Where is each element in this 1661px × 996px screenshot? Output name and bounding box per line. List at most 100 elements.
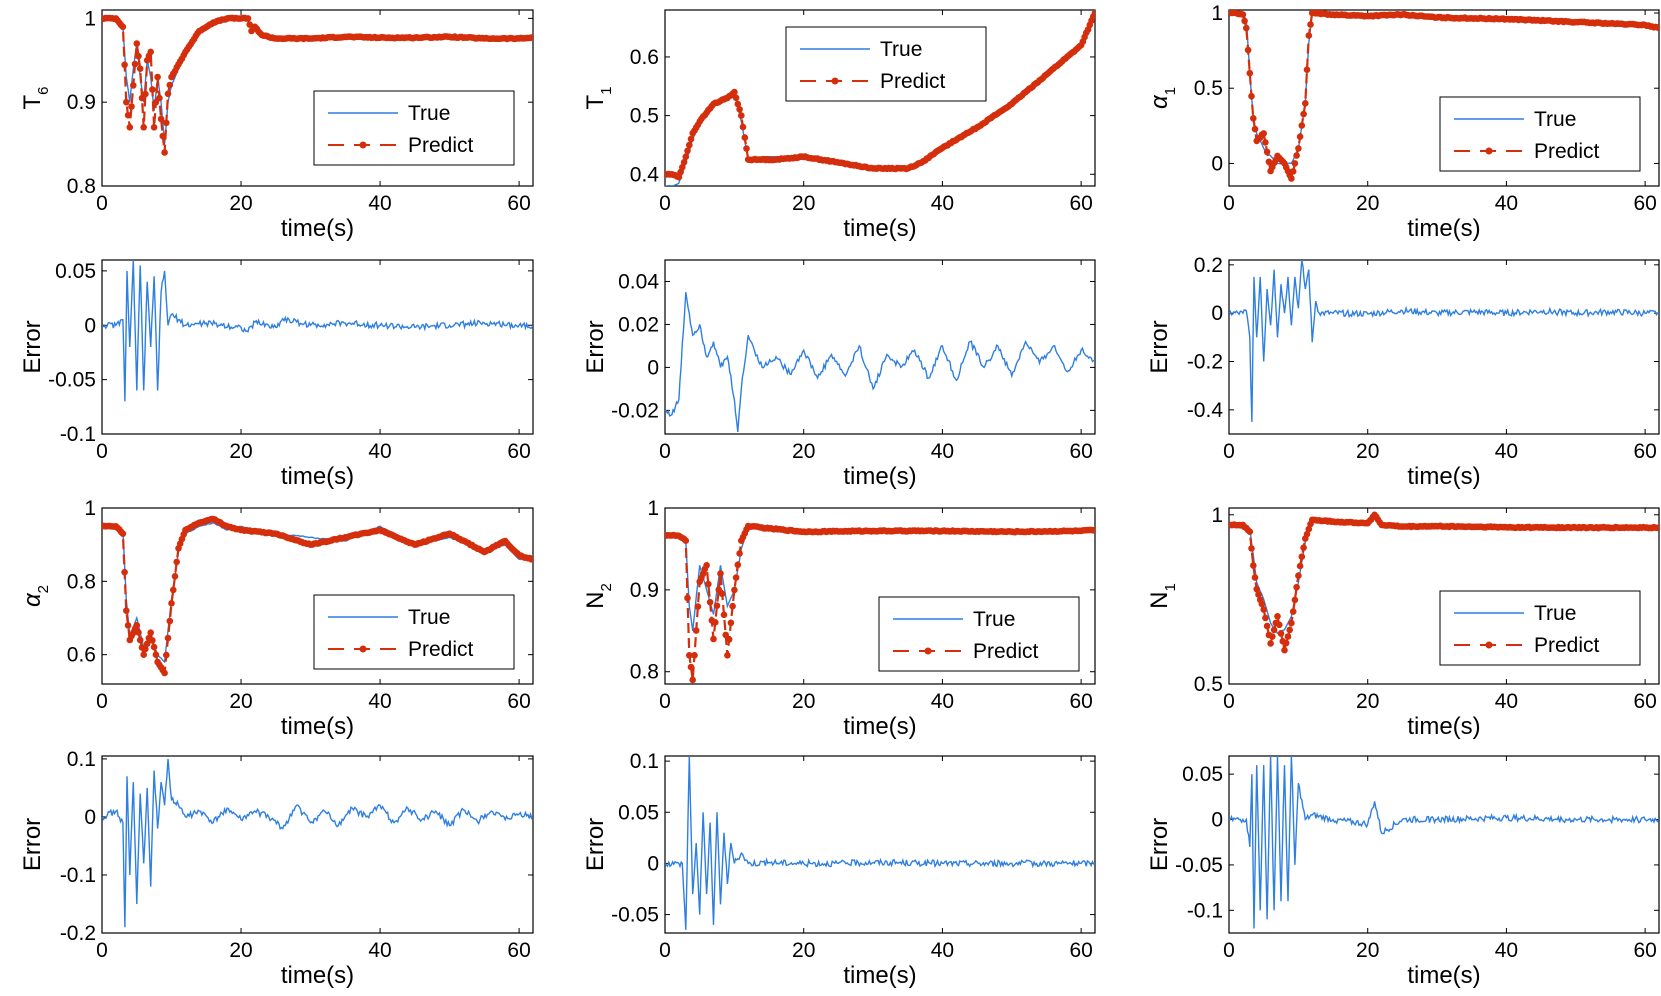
predict-point: [1269, 633, 1276, 640]
y-tick-label: 0.6: [67, 644, 96, 667]
predict-point: [126, 124, 134, 131]
predict-point: [149, 637, 156, 644]
plot-frame: [1228, 259, 1660, 435]
predict-point: [1253, 585, 1260, 593]
panel-N2: 0 20 40 60 0.8 0.9 1 time(s) N2 True Predict: [582, 497, 1096, 740]
legend-box: [1439, 590, 1641, 666]
panel-alpha2: 0 20 40 60 0.6 0.8 1 time(s) α2 True Predict: [19, 497, 534, 740]
legend-predict-label: Predict: [973, 640, 1039, 663]
series-error-line: [665, 292, 1095, 432]
y-tick-label: 0: [647, 356, 659, 379]
predict-point: [152, 651, 160, 658]
predict-point: [140, 124, 147, 131]
y-tick-label: 0.02: [618, 313, 659, 336]
y-tick-label: 1: [1211, 504, 1223, 527]
y-tick-label: 1: [84, 497, 96, 520]
y-tick-label: -0.05: [48, 369, 96, 392]
predict-point: [131, 60, 139, 68]
x-axis-label: time(s): [843, 962, 916, 989]
predict-point: [168, 600, 175, 607]
predict-point: [705, 580, 712, 588]
predict-point: [1305, 525, 1313, 533]
y-tick-label: 0.5: [1194, 77, 1223, 100]
x-tick-label: 60: [1069, 192, 1092, 215]
predict-point: [684, 147, 691, 155]
series-error-line: [102, 260, 533, 402]
y-axis-label: Error: [582, 320, 609, 373]
panel-T1: 0 20 40 60 0.4 0.5 0.6 time(s) T1 True Predict: [582, 9, 1096, 242]
predict-point: [1277, 630, 1285, 637]
predict-point: [1307, 21, 1314, 28]
x-axis-label: time(s): [281, 463, 354, 490]
predict-point: [734, 561, 742, 569]
predict-point: [121, 61, 128, 69]
predict-point: [161, 669, 168, 677]
x-tick-label: 40: [1495, 690, 1518, 713]
legend-predict-marker: [831, 77, 839, 85]
series-error-line: [665, 756, 1095, 930]
y-tick-label: 1: [647, 497, 659, 520]
predict-point: [736, 550, 743, 557]
y-tick-label: 0.4: [630, 163, 660, 186]
legend: True Predict: [1439, 96, 1641, 172]
predict-point: [1298, 122, 1306, 129]
predict-point: [1276, 621, 1283, 629]
x-tick-label: 40: [1495, 440, 1518, 463]
predict-point: [675, 173, 683, 181]
x-tick-label: 40: [931, 440, 954, 463]
predict-point: [1241, 17, 1248, 25]
y-tick-label: -0.05: [1175, 854, 1223, 877]
x-tick-label: 20: [792, 440, 815, 463]
predict-point: [1295, 145, 1302, 152]
legend-true-label: True: [880, 38, 922, 61]
predict-point: [1248, 545, 1255, 552]
predict-point: [529, 34, 533, 41]
legend-true-label: True: [1534, 108, 1576, 131]
legend-predict-marker: [1485, 641, 1493, 649]
predict-point: [135, 52, 142, 60]
x-tick-label: 0: [659, 939, 671, 962]
legend-predict-label: Predict: [1534, 140, 1600, 163]
x-axis-label: time(s): [281, 713, 354, 740]
predict-point: [1091, 526, 1095, 534]
predict-point: [136, 65, 144, 72]
predict-point: [691, 652, 698, 659]
x-tick-label: 20: [1356, 192, 1379, 215]
y-tick-label: 0: [1211, 152, 1223, 175]
panel-T6: 0 20 40 60 0.8 0.9 1 time(s) T6 True Predict: [19, 7, 534, 242]
predict-point: [692, 627, 700, 634]
y-tick-label: 0: [84, 806, 96, 829]
predict-point: [1293, 152, 1300, 159]
x-axis-label: time(s): [1407, 962, 1480, 989]
x-tick-label: 60: [1069, 939, 1092, 962]
legend-predict-label: Predict: [1534, 634, 1600, 657]
x-tick-label: 20: [229, 192, 252, 215]
y-tick-label: 0.8: [630, 661, 659, 684]
y-tick-label: -0.1: [1187, 899, 1223, 922]
legend-true-label: True: [973, 608, 1015, 631]
y-tick-label: 0.05: [618, 801, 659, 824]
predict-point: [1293, 583, 1300, 591]
predict-point: [682, 153, 690, 160]
series-predict-markers: [102, 515, 533, 677]
y-tick-label: 0.9: [67, 91, 96, 114]
legend-predict-label: Predict: [408, 134, 474, 157]
y-axis-label: N1: [1146, 583, 1179, 609]
predict-point: [1305, 32, 1313, 39]
y-axis-label: Error: [1146, 320, 1173, 373]
predict-point: [128, 103, 135, 110]
legend-predict-marker: [359, 141, 367, 149]
legend-box: [785, 26, 987, 102]
predict-point: [1300, 544, 1307, 551]
y-tick-label: -0.4: [1187, 399, 1224, 422]
predict-point: [706, 598, 714, 606]
predict-point: [738, 112, 745, 119]
x-tick-label: 60: [507, 690, 530, 713]
x-tick-label: 40: [368, 939, 391, 962]
predict-point: [1270, 626, 1278, 634]
predict-point: [1244, 46, 1252, 54]
x-tick-label: 60: [1633, 192, 1656, 215]
predict-point: [1255, 591, 1262, 598]
predict-point: [1286, 626, 1293, 634]
